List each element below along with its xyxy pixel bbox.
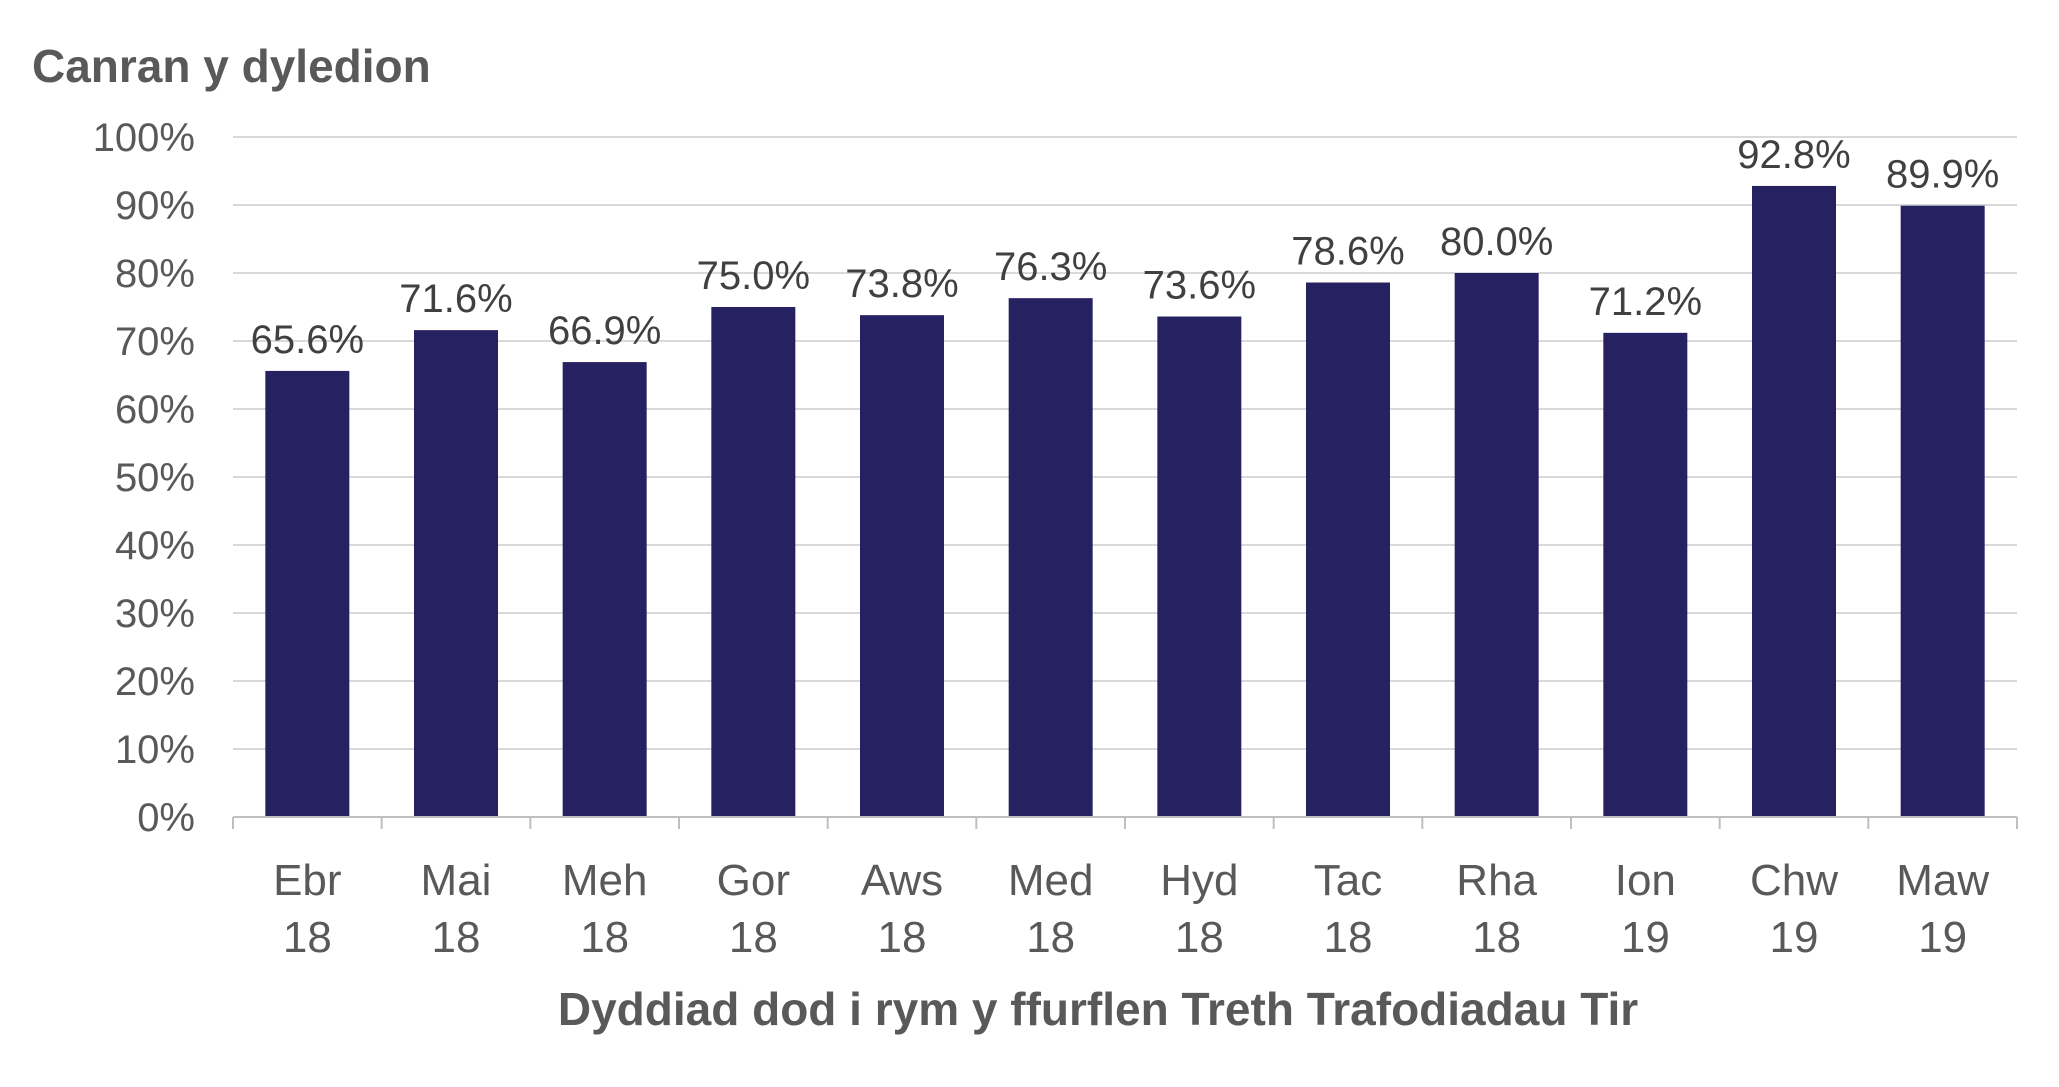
data-label: 71.2% bbox=[1589, 280, 1702, 324]
y-tick-label: 50% bbox=[115, 456, 195, 500]
x-tick-label: Gor bbox=[717, 856, 790, 905]
y-tick-label: 80% bbox=[115, 252, 195, 296]
y-tick-label: 90% bbox=[115, 184, 195, 228]
x-tick-label: 18 bbox=[1472, 913, 1521, 962]
data-label: 75.0% bbox=[697, 254, 810, 298]
bar bbox=[711, 307, 796, 817]
bars bbox=[265, 185, 1985, 817]
x-tick-label: 18 bbox=[729, 913, 778, 962]
x-tick-label: 19 bbox=[1918, 913, 1967, 962]
data-label: 92.8% bbox=[1737, 133, 1850, 177]
x-tick-label: Mai bbox=[421, 856, 492, 905]
x-tick-label: Meh bbox=[562, 856, 648, 905]
bar bbox=[1157, 316, 1242, 817]
y-tick-label: 100% bbox=[93, 116, 195, 160]
x-tick-label: 18 bbox=[432, 913, 481, 962]
bar bbox=[1603, 332, 1688, 817]
x-tick-label: Rha bbox=[1456, 856, 1537, 905]
data-label: 89.9% bbox=[1886, 153, 1999, 197]
bar bbox=[1306, 282, 1390, 817]
x-tick-label: 18 bbox=[1175, 913, 1224, 962]
y-tick-label: 10% bbox=[115, 728, 195, 772]
bar bbox=[414, 330, 498, 817]
bar bbox=[562, 362, 647, 817]
y-tick-label: 20% bbox=[115, 660, 195, 704]
x-tick-label: Aws bbox=[861, 856, 943, 905]
y-tick-label: 40% bbox=[115, 524, 195, 568]
x-tick-label: Ion bbox=[1615, 856, 1676, 905]
y-tick-labels: 0% 10% 20% 30% 40% 50% 60% 70% 80% 90% 100% bbox=[93, 116, 195, 840]
data-label: 66.9% bbox=[548, 309, 661, 353]
x-tick-label: Maw bbox=[1896, 856, 1989, 905]
x-axis bbox=[232, 816, 2018, 829]
x-tick-label: 18 bbox=[283, 913, 332, 962]
bar bbox=[265, 370, 350, 817]
x-tick-label: 18 bbox=[1026, 913, 1075, 962]
x-tick-labels: Ebr 18 Mai 18 Meh 18 Gor 18 Aws 18 Med 18 Hyd 18 Tac 18… bbox=[273, 856, 1989, 962]
bar bbox=[1454, 273, 1539, 817]
x-axis-title: Dyddiad dod i rym y ffurflen Treth Trafo… bbox=[558, 983, 1638, 1035]
data-label: 73.8% bbox=[845, 262, 958, 306]
bar bbox=[1900, 205, 1985, 817]
y-tick-label: 0% bbox=[137, 796, 195, 840]
bar bbox=[1752, 185, 1836, 817]
data-label: 78.6% bbox=[1291, 230, 1404, 274]
data-label: 65.6% bbox=[251, 318, 364, 362]
x-tick-label: 18 bbox=[580, 913, 629, 962]
y-tick-label: 60% bbox=[115, 388, 195, 432]
x-tick-label: Tac bbox=[1314, 856, 1382, 905]
data-label: 76.3% bbox=[994, 245, 1107, 289]
bar bbox=[1008, 298, 1093, 817]
x-tick-label: 18 bbox=[1324, 913, 1373, 962]
x-tick-label: 19 bbox=[1621, 913, 1670, 962]
bar bbox=[860, 315, 944, 817]
data-label: 71.6% bbox=[399, 277, 512, 321]
y-tick-label: 30% bbox=[115, 592, 195, 636]
x-tick-label: Hyd bbox=[1160, 856, 1238, 905]
x-tick-label: 19 bbox=[1770, 913, 1819, 962]
y-axis-title: Canran y dyledion bbox=[32, 40, 431, 92]
gridlines bbox=[233, 136, 2017, 750]
y-tick-label: 70% bbox=[115, 320, 195, 364]
data-label: 73.6% bbox=[1143, 264, 1256, 308]
data-label: 80.0% bbox=[1440, 220, 1553, 264]
x-tick-label: 18 bbox=[878, 913, 927, 962]
x-tick-label: Chw bbox=[1750, 856, 1838, 905]
x-tick-label: Med bbox=[1008, 856, 1094, 905]
data-labels: 65.6% 71.6% 66.9% 75.0% 73.8% 76.3% 73.6% 78.6%… bbox=[251, 133, 2000, 362]
x-tick-label: Ebr bbox=[273, 856, 341, 905]
